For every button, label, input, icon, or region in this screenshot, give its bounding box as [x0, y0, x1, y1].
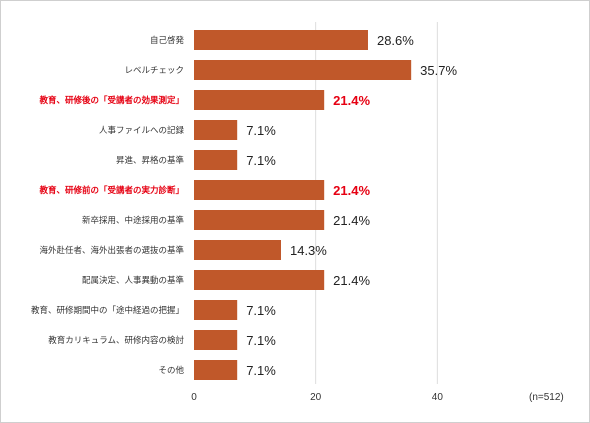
bar — [194, 150, 238, 170]
value-label: 21.4% — [333, 93, 370, 108]
value-label: 21.4% — [333, 183, 370, 198]
value-labels: 28.6% 35.7% 21.4% 7.1% 7.1% 21.4% 21.4% 14.3% 21… — [246, 33, 457, 378]
bar — [194, 60, 412, 80]
bar — [194, 90, 325, 110]
value-label: 21.4% — [333, 273, 370, 288]
category-labels: 自己啓発レベルチェック教育、研修後の「受講者の効果測定」人事ファイルへの記録昇進… — [31, 35, 185, 376]
x-tick-label: 40 — [432, 392, 444, 403]
bar — [194, 270, 325, 290]
bar — [194, 360, 238, 380]
category-label: 教育、研修前の「受講者の実力診断」 — [38, 185, 184, 196]
category-label: レベルチェック — [124, 66, 184, 76]
category-label: 自己啓発 — [150, 35, 185, 46]
category-label: 配属決定、人事異動の基準 — [82, 275, 185, 286]
value-label: 14.3% — [290, 243, 327, 258]
category-label: 新卒採用、中途採用の基準 — [82, 215, 185, 226]
x-tick-label: 0 — [191, 392, 197, 403]
x-tick-label: 20 — [310, 392, 322, 403]
category-label: 教育カリキュラム、研修内容の検討 — [48, 335, 184, 346]
bar — [194, 120, 238, 140]
value-label: 7.1% — [246, 363, 276, 378]
bar — [194, 300, 238, 320]
bar — [194, 30, 368, 50]
sample-size-note: (n=512) — [529, 392, 564, 403]
category-label: その他 — [158, 365, 184, 376]
value-label: 7.1% — [246, 333, 276, 348]
category-label: 教育、研修期間中の「途中経過の把握」 — [31, 305, 184, 316]
category-label: 海外赴任者、海外出張者の選抜の基準 — [39, 245, 184, 256]
value-label: 28.6% — [377, 33, 414, 48]
category-label: 人事ファイルへの記録 — [99, 125, 185, 136]
value-label: 7.1% — [246, 303, 276, 318]
value-label: 7.1% — [246, 123, 276, 138]
category-label: 昇進、昇格の基準 — [116, 155, 185, 166]
grid-lines — [315, 22, 438, 384]
bar — [194, 240, 281, 260]
bar — [194, 210, 325, 230]
category-label: 教育、研修後の「受講者の効果測定」 — [38, 95, 184, 106]
bars — [194, 30, 412, 380]
value-label: 35.7% — [420, 63, 457, 78]
value-label: 7.1% — [246, 153, 276, 168]
value-label: 21.4% — [333, 213, 370, 228]
bar — [194, 330, 238, 350]
x-axis-ticks: 0 20 40 — [191, 392, 443, 403]
bar — [194, 180, 325, 200]
